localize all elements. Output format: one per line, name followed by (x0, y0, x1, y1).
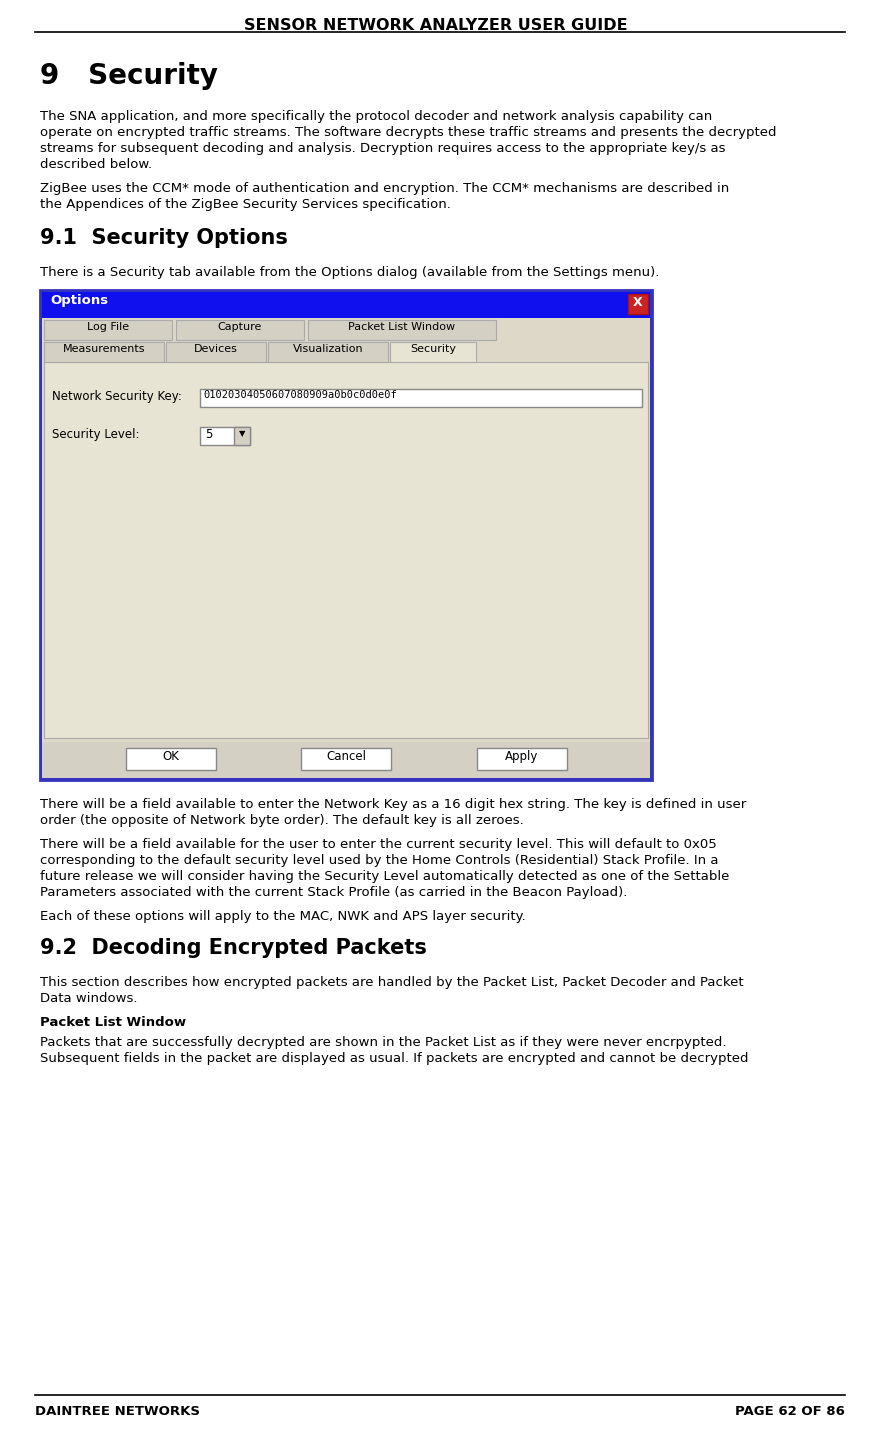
Text: Visualization: Visualization (293, 344, 363, 355)
Text: order (the opposite of Network byte order). The default key is all zeroes.: order (the opposite of Network byte orde… (40, 815, 523, 828)
Text: Measurements: Measurements (63, 344, 145, 355)
Bar (40, 289, 652, 780)
Text: OK: OK (162, 750, 179, 763)
Bar (166, 341, 266, 362)
Bar (234, 427, 250, 446)
Text: There will be a field available to enter the Network Key as a 16 digit hex strin: There will be a field available to enter… (40, 797, 746, 810)
Text: 9   Security: 9 Security (40, 62, 218, 90)
Bar (268, 341, 388, 362)
Bar (44, 341, 164, 362)
Text: the Appendices of the ZigBee Security Services specification.: the Appendices of the ZigBee Security Se… (40, 198, 451, 211)
Text: Options: Options (50, 294, 108, 307)
Text: 9.2  Decoding Encrypted Packets: 9.2 Decoding Encrypted Packets (40, 938, 427, 958)
Text: corresponding to the default security level used by the Home Controls (Residenti: corresponding to the default security le… (40, 854, 719, 867)
Text: Packet List Window: Packet List Window (40, 1016, 186, 1029)
Text: Log File: Log File (87, 323, 129, 331)
Text: Devices: Devices (194, 344, 238, 355)
Text: The SNA application, and more specifically the protocol decoder and network anal: The SNA application, and more specifical… (40, 110, 712, 123)
Bar (200, 389, 642, 407)
Text: Cancel: Cancel (326, 750, 366, 763)
Bar (390, 341, 476, 362)
Text: Capture: Capture (218, 323, 262, 331)
Bar (628, 294, 648, 314)
Text: Security: Security (410, 344, 456, 355)
Bar (200, 427, 250, 446)
Text: ▼: ▼ (239, 428, 246, 438)
Text: SENSOR NETWORK ANALYZER USER GUIDE: SENSOR NETWORK ANALYZER USER GUIDE (244, 17, 627, 33)
Text: future release we will consider having the Security Level automatically detected: future release we will consider having t… (40, 870, 729, 883)
Bar (42, 742, 650, 778)
Bar (42, 292, 650, 318)
Text: X: X (633, 297, 643, 310)
Bar (476, 748, 566, 770)
Text: Data windows.: Data windows. (40, 993, 138, 1006)
Text: Network Security Key:: Network Security Key: (52, 391, 182, 404)
Text: Security Level:: Security Level: (52, 428, 139, 441)
Text: streams for subsequent decoding and analysis. Decryption requires access to the : streams for subsequent decoding and anal… (40, 142, 726, 155)
Bar (44, 320, 172, 340)
Text: Parameters associated with the current Stack Profile (as carried in the Beacon P: Parameters associated with the current S… (40, 886, 627, 899)
Text: Packet List Window: Packet List Window (348, 323, 456, 331)
Bar (301, 748, 391, 770)
Text: 01020304050607080909a0b0c0d0e0f: 01020304050607080909a0b0c0d0e0f (203, 391, 397, 399)
Text: ZigBee uses the CCM* mode of authentication and encryption. The CCM* mechanisms : ZigBee uses the CCM* mode of authenticat… (40, 182, 729, 195)
Bar (308, 320, 496, 340)
Text: This section describes how encrypted packets are handled by the Packet List, Pac: This section describes how encrypted pac… (40, 975, 744, 988)
Text: Packets that are successfully decrypted are shown in the Packet List as if they : Packets that are successfully decrypted … (40, 1036, 726, 1049)
Bar (176, 320, 304, 340)
Text: There will be a field available for the user to enter the current security level: There will be a field available for the … (40, 838, 717, 851)
Bar (125, 748, 215, 770)
Bar (44, 362, 648, 738)
Text: PAGE 62 OF 86: PAGE 62 OF 86 (735, 1405, 845, 1418)
Text: 9.1  Security Options: 9.1 Security Options (40, 229, 288, 247)
Text: described below.: described below. (40, 158, 152, 171)
Text: Subsequent fields in the packet are displayed as usual. If packets are encrypted: Subsequent fields in the packet are disp… (40, 1052, 748, 1065)
Text: operate on encrypted traffic streams. The software decrypts these traffic stream: operate on encrypted traffic streams. Th… (40, 126, 777, 139)
Text: Each of these options will apply to the MAC, NWK and APS layer security.: Each of these options will apply to the … (40, 910, 526, 923)
Text: Apply: Apply (505, 750, 538, 763)
Text: DAINTREE NETWORKS: DAINTREE NETWORKS (35, 1405, 200, 1418)
Text: 5: 5 (205, 428, 213, 441)
Bar (42, 318, 650, 778)
Text: There is a Security tab available from the Options dialog (available from the Se: There is a Security tab available from t… (40, 266, 659, 279)
